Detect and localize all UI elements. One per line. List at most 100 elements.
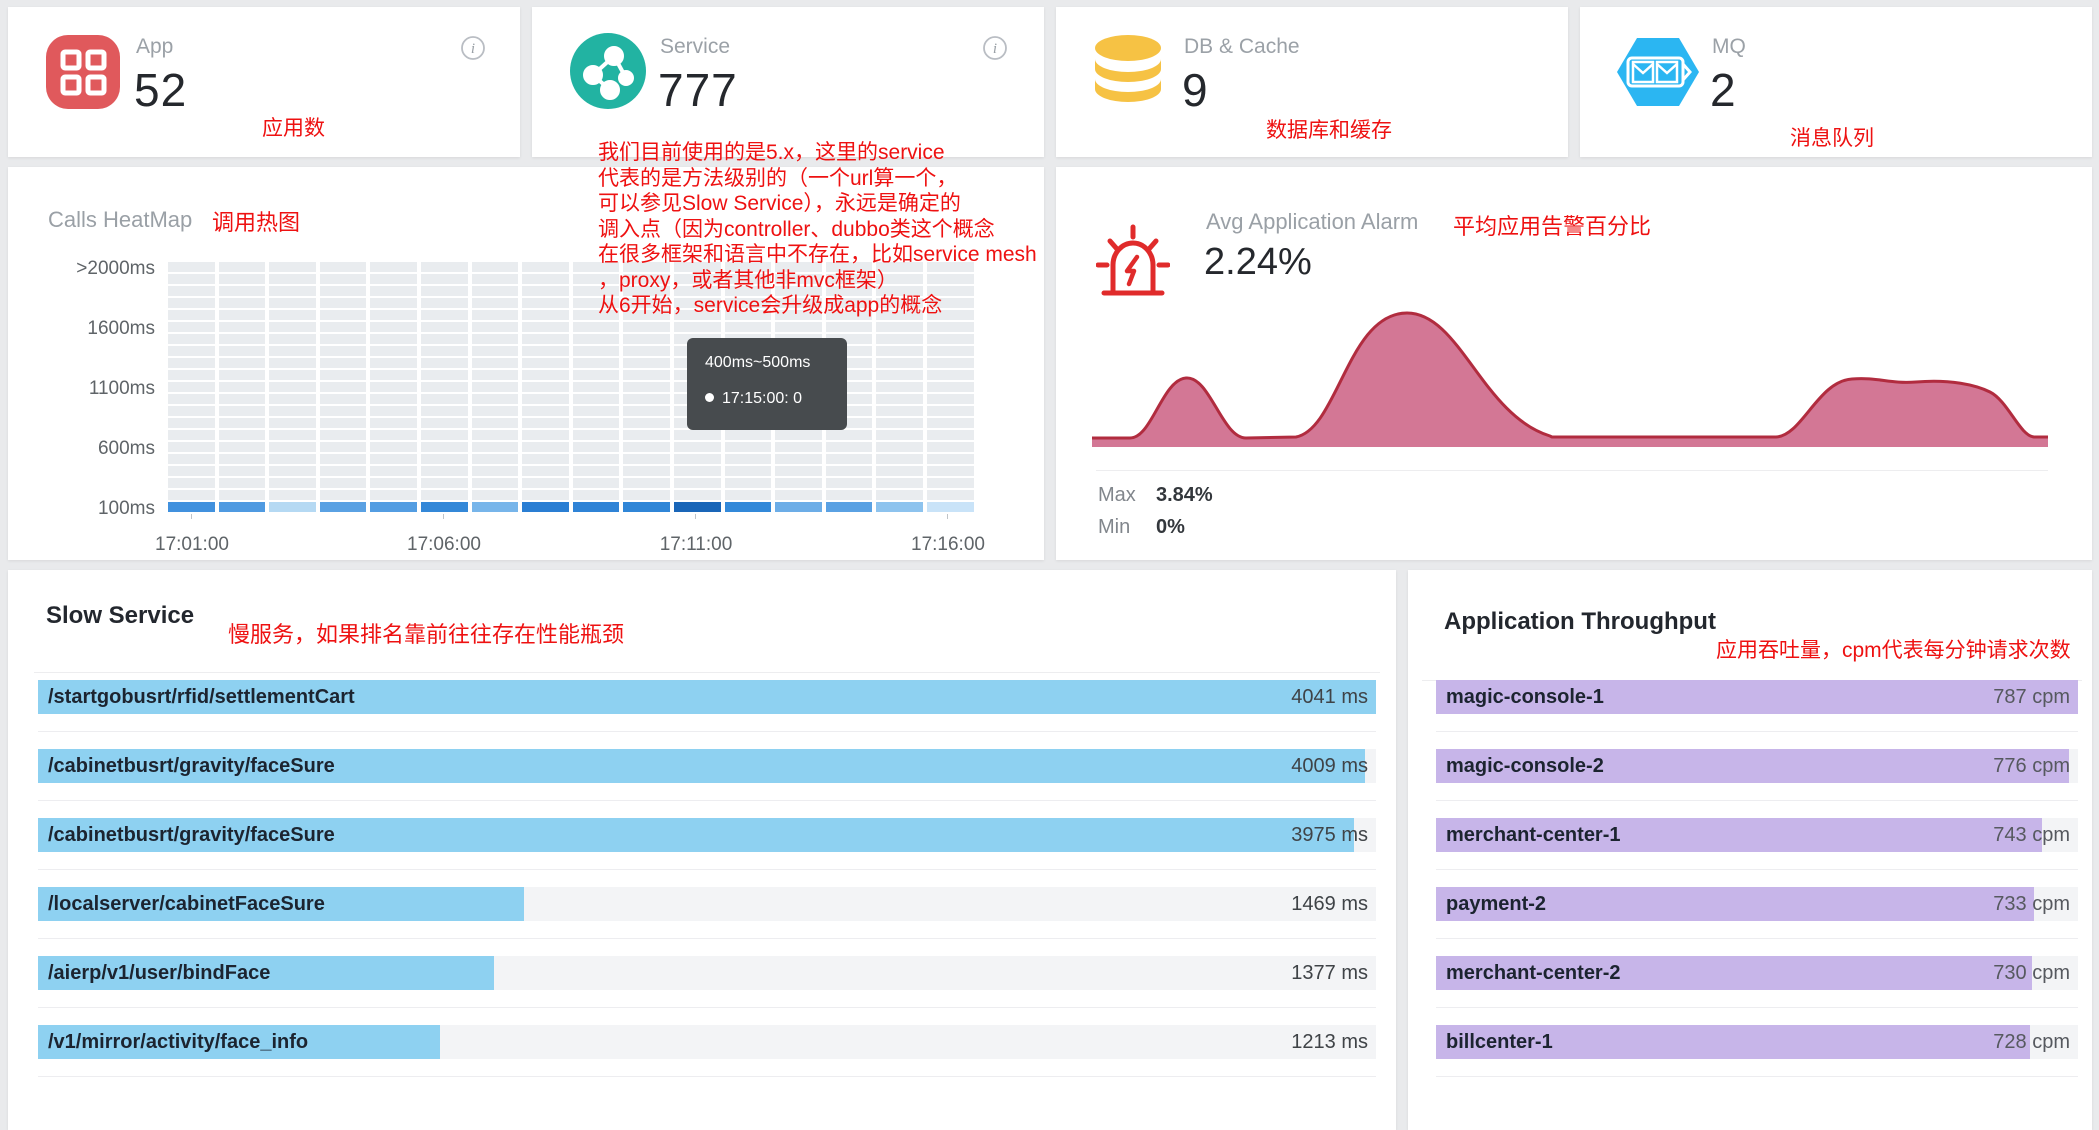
heatmap-cell[interactable] xyxy=(572,358,620,368)
heatmap-cell[interactable] xyxy=(572,382,620,392)
heatmap-cell[interactable] xyxy=(674,286,721,296)
heatmap-cell[interactable] xyxy=(421,502,468,512)
heatmap-cell[interactable] xyxy=(370,298,417,308)
heatmap-cell[interactable] xyxy=(522,310,569,320)
heatmap-cell[interactable] xyxy=(927,286,974,296)
heatmap-cell[interactable] xyxy=(319,346,367,356)
heatmap-cell[interactable] xyxy=(269,490,316,500)
heatmap-cell[interactable] xyxy=(168,358,215,368)
heatmap-cell[interactable] xyxy=(674,454,721,464)
heatmap-cell[interactable] xyxy=(927,382,974,392)
heatmap-cell[interactable] xyxy=(218,406,266,416)
heatmap-cell[interactable] xyxy=(471,406,519,416)
heatmap-cell[interactable] xyxy=(623,346,670,356)
heatmap-cell[interactable] xyxy=(269,358,316,368)
heatmap-cell[interactable] xyxy=(471,394,519,404)
heatmap-cell[interactable] xyxy=(775,490,822,500)
slow-service-row[interactable]: /localserver/cabinetFaceSure 1469 ms xyxy=(38,887,1376,921)
heatmap-cell[interactable] xyxy=(572,418,620,428)
heatmap-cell[interactable] xyxy=(876,466,923,476)
heatmap-cell[interactable] xyxy=(724,430,772,440)
heatmap-cell[interactable] xyxy=(421,418,468,428)
heatmap-cell[interactable] xyxy=(168,262,215,272)
heatmap-cell[interactable] xyxy=(927,346,974,356)
heatmap-cell[interactable] xyxy=(775,430,822,440)
heatmap-cell[interactable] xyxy=(927,262,974,272)
heatmap-cell[interactable] xyxy=(269,286,316,296)
heatmap-cell[interactable] xyxy=(876,430,923,440)
heatmap-cell[interactable] xyxy=(674,478,721,488)
heatmap-cell[interactable] xyxy=(572,298,620,308)
heatmap-cell[interactable] xyxy=(775,442,822,452)
heatmap-cell[interactable] xyxy=(421,358,468,368)
heatmap-cell[interactable] xyxy=(522,406,569,416)
heatmap-cell[interactable] xyxy=(168,406,215,416)
heatmap-cell[interactable] xyxy=(623,502,670,512)
heatmap-cell[interactable] xyxy=(623,394,670,404)
heatmap-cell[interactable] xyxy=(572,370,620,380)
heatmap-cell[interactable] xyxy=(623,442,670,452)
heatmap-cell[interactable] xyxy=(572,310,620,320)
heatmap-cell[interactable] xyxy=(421,490,468,500)
heatmap-cell[interactable] xyxy=(775,262,822,272)
heatmap-cell[interactable] xyxy=(471,430,519,440)
heatmap-cell[interactable] xyxy=(319,298,367,308)
heatmap-cell[interactable] xyxy=(421,370,468,380)
heatmap-cell[interactable] xyxy=(522,298,569,308)
heatmap-cell[interactable] xyxy=(876,454,923,464)
heatmap-cell[interactable] xyxy=(370,442,417,452)
heatmap-cell[interactable] xyxy=(623,262,670,272)
heatmap-cell[interactable] xyxy=(522,502,569,512)
heatmap-cell[interactable] xyxy=(319,382,367,392)
heatmap-cell[interactable] xyxy=(623,490,670,500)
heatmap-cell[interactable] xyxy=(825,358,873,368)
heatmap-cell[interactable] xyxy=(825,346,873,356)
heatmap-cell[interactable] xyxy=(724,502,772,512)
heatmap-cell[interactable] xyxy=(522,442,569,452)
heatmap-cell[interactable] xyxy=(319,466,367,476)
heatmap-cell[interactable] xyxy=(825,274,873,284)
heatmap-cell[interactable] xyxy=(471,490,519,500)
heatmap-cell[interactable] xyxy=(724,286,772,296)
heatmap-cell[interactable] xyxy=(623,286,670,296)
heatmap-cell[interactable] xyxy=(471,334,519,344)
heatmap-cell[interactable] xyxy=(471,370,519,380)
heatmap-cell[interactable] xyxy=(471,346,519,356)
heatmap-cell[interactable] xyxy=(623,430,670,440)
heatmap-cell[interactable] xyxy=(522,418,569,428)
heatmap-cell[interactable] xyxy=(269,298,316,308)
heatmap-cell[interactable] xyxy=(319,334,367,344)
heatmap-cell[interactable] xyxy=(623,334,670,344)
heatmap-cell[interactable] xyxy=(421,298,468,308)
heatmap-cell[interactable] xyxy=(269,502,316,512)
heatmap-cell[interactable] xyxy=(825,298,873,308)
heatmap-cell[interactable] xyxy=(674,298,721,308)
throughput-row[interactable]: magic-console-2 776 cpm xyxy=(1436,749,2078,783)
heatmap-cell[interactable] xyxy=(218,418,266,428)
heatmap-cell[interactable] xyxy=(825,406,873,416)
heatmap-cell[interactable] xyxy=(876,406,923,416)
heatmap-cell[interactable] xyxy=(269,394,316,404)
heatmap-cell[interactable] xyxy=(370,310,417,320)
heatmap-cell[interactable] xyxy=(927,334,974,344)
heatmap-cell[interactable] xyxy=(623,358,670,368)
heatmap-cell[interactable] xyxy=(168,418,215,428)
heatmap-cell[interactable] xyxy=(825,490,873,500)
heatmap-cell[interactable] xyxy=(269,346,316,356)
heatmap-cell[interactable] xyxy=(168,490,215,500)
throughput-row[interactable]: billcenter-1 728 cpm xyxy=(1436,1025,2078,1059)
heatmap-cell[interactable] xyxy=(522,286,569,296)
heatmap-cell[interactable] xyxy=(876,334,923,344)
heatmap-cell[interactable] xyxy=(623,406,670,416)
heatmap-cell[interactable] xyxy=(471,298,519,308)
heatmap-cell[interactable] xyxy=(471,274,519,284)
heatmap-cell[interactable] xyxy=(825,310,873,320)
heatmap-cell[interactable] xyxy=(876,358,923,368)
heatmap-cell[interactable] xyxy=(471,418,519,428)
heatmap-cell[interactable] xyxy=(876,286,923,296)
heatmap-cell[interactable] xyxy=(876,346,923,356)
heatmap-cell[interactable] xyxy=(674,310,721,320)
heatmap-cell[interactable] xyxy=(269,382,316,392)
heatmap-cell[interactable] xyxy=(825,478,873,488)
heatmap-cell[interactable] xyxy=(775,310,822,320)
